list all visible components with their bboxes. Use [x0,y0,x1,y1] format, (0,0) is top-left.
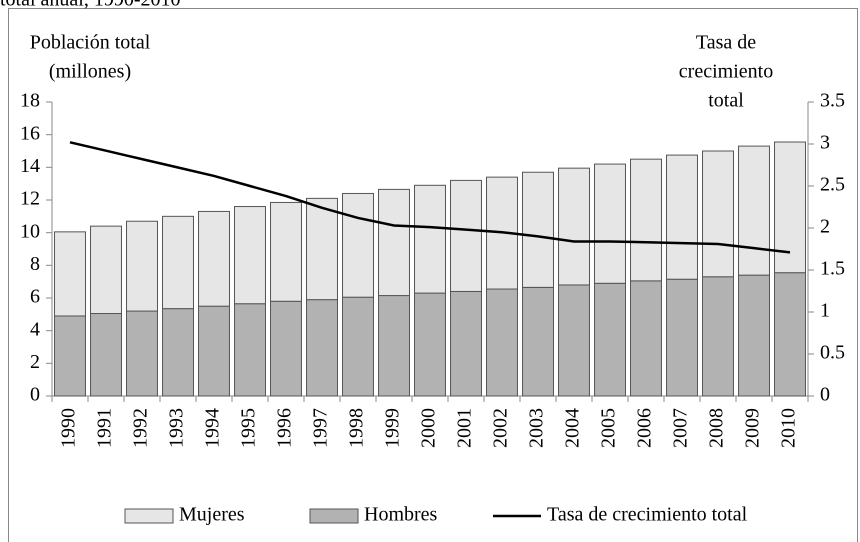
x-tick-label: 1997 [310,408,332,448]
y-tick-label: 0 [30,384,40,406]
bar [558,284,590,397]
y-tick-label: 4 [30,318,40,340]
x-tick-label: 2003 [526,408,548,448]
x-tick-label: 1992 [130,408,152,448]
bar [126,310,158,397]
x-tick-label: 1999 [382,408,404,448]
x-tick-label: 2000 [418,408,440,448]
x-tick-label: 2006 [634,408,656,448]
legend-label: Hombres [364,504,438,526]
bar [342,296,374,397]
bar [774,272,806,397]
legend-swatch [124,508,174,524]
y-tick-label: 2 [30,351,40,373]
bar [702,150,734,278]
bar [522,171,554,288]
line [69,141,791,254]
bar [198,305,230,397]
y-tick-label: 8 [30,253,40,275]
x-tick-label: 2004 [562,408,584,448]
x-tick-label: 2007 [670,408,692,448]
y2-tick-label: 3.5 [820,90,845,112]
x-tick-label: 1991 [94,408,116,448]
bar [234,303,266,397]
x-tick-label: 2001 [454,408,476,448]
y2-axis-label: total [708,90,744,112]
bar [486,288,518,397]
x-tick-label: 2009 [742,408,764,448]
bar [702,276,734,397]
x-tick-label: 1990 [58,408,80,448]
x-tick-label: 1995 [238,408,260,448]
bar [198,210,230,307]
bar [594,282,626,397]
bar [450,179,482,292]
bar [666,278,698,397]
legend-swatch [309,508,359,524]
y-tick-label: 6 [30,286,40,308]
x-tick-label: 2002 [490,408,512,448]
y2-tick-label: 2.5 [820,174,845,196]
bar [558,167,590,286]
y-tick-label: 10 [20,220,40,242]
bar [738,145,770,276]
x-tick-label: 2008 [706,408,728,448]
x-tick-label: 2010 [778,408,800,448]
bar [666,154,698,280]
y2-tick-label: 3 [820,132,830,154]
bar [90,225,122,315]
x-tick-label: 1994 [202,408,224,448]
y2-tick-label: 0 [820,384,830,406]
bar [378,295,410,397]
bar [90,313,122,397]
bar [270,300,302,397]
x-tick-label: 1998 [346,408,368,448]
bar [234,206,266,305]
chart-title: total anual, 1990-2010 [0,0,181,11]
bar [306,197,338,301]
bar [630,280,662,397]
bar [270,201,302,302]
bar [414,292,446,397]
y2-axis-label: Tasa de [696,32,756,54]
y2-tick-label: 0.5 [820,342,845,364]
y-axis-label: Población total [30,32,151,54]
bar [450,290,482,397]
y2-axis-label: crecimiento [679,61,773,83]
bar [774,141,806,274]
bar [414,184,446,294]
bar [54,231,86,317]
bar [738,274,770,397]
y2-tick-label: 1.5 [820,258,845,280]
legend-label: Mujeres [179,504,245,526]
bar [630,158,662,282]
bar [162,215,194,310]
x-tick-label: 1996 [274,408,296,448]
y2-tick-label: 1 [820,300,830,322]
y-tick-label: 14 [20,155,40,177]
x-tick-label: 2005 [598,408,620,448]
y-tick-label: 18 [20,90,40,112]
bar [594,163,626,284]
bar [378,188,410,297]
bar [306,299,338,397]
y-tick-label: 12 [20,188,40,210]
y-axis-label: (millones) [49,61,131,83]
legend-label: Tasa de crecimiento total [547,504,748,526]
y2-tick-label: 2 [820,216,830,238]
bar [522,286,554,397]
bar [126,220,158,312]
bar [342,192,374,298]
bar [54,315,86,397]
bar [162,308,194,397]
x-tick-label: 1993 [166,408,188,448]
y-tick-label: 16 [20,122,40,144]
